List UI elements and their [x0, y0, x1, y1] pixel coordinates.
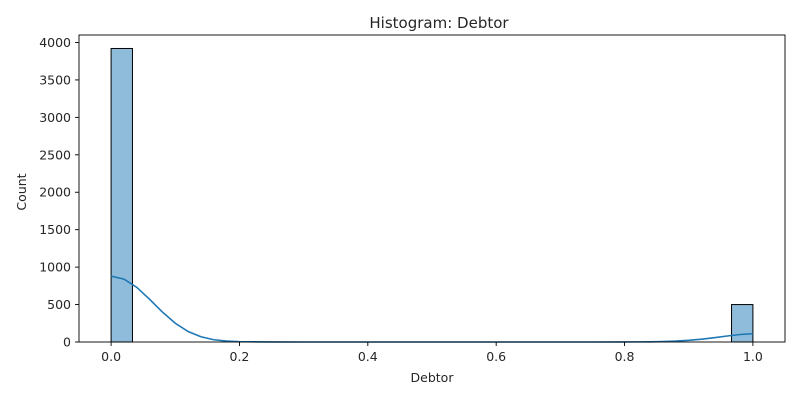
x-tick-label: 0.8	[615, 349, 635, 364]
y-tick-label: 1000	[39, 260, 71, 275]
histogram-bar-0	[110, 47, 133, 343]
y-tick-label: 4000	[39, 35, 71, 50]
axes-layer: 0.0 0.2 0.4 0.6 0.8 1.0 0 500 1000 1500 2000 2500 30…	[39, 34, 786, 364]
x-tick-label: 0.4	[358, 349, 378, 364]
y-tick-label: 2500	[39, 147, 71, 162]
y-tick-label: 2000	[39, 185, 71, 200]
x-axis-label: Debtor	[411, 370, 455, 385]
y-axis-label: Count	[14, 173, 29, 210]
bars-layer	[110, 47, 754, 343]
histogram-bar-1	[731, 304, 754, 343]
x-tick-label: 0.2	[230, 349, 250, 364]
y-tick-label: 1500	[39, 222, 71, 237]
y-tick-label: 500	[47, 297, 71, 312]
x-tick-label: 0.0	[101, 349, 121, 364]
x-tick-label: 1.0	[743, 349, 763, 364]
y-tick-label: 0	[63, 335, 71, 350]
chart-title: Histogram: Debtor	[369, 14, 509, 32]
kde-layer	[110, 275, 753, 343]
kde-curve	[110, 275, 753, 343]
y-tick-label: 3000	[39, 110, 71, 125]
y-tick-label: 3500	[39, 72, 71, 87]
x-tick-label: 0.6	[486, 349, 506, 364]
plot-frame	[78, 34, 786, 343]
